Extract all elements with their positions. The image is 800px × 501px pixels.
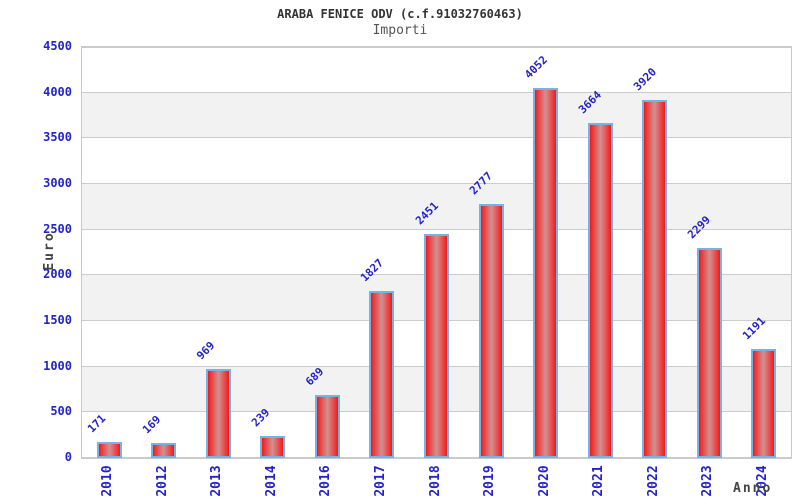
bar <box>314 395 340 458</box>
gridline <box>82 228 791 230</box>
y-tick-label: 2000 <box>43 267 72 282</box>
x-tick-label: 2017 <box>372 465 388 497</box>
y-tick-label: 1500 <box>43 313 72 327</box>
x-tick-label: 2014 <box>263 465 279 497</box>
bar <box>751 349 777 458</box>
bar <box>696 248 722 458</box>
x-tick-label: 2021 <box>591 465 607 497</box>
bar-value-label: 169 <box>139 413 164 437</box>
x-tick-label: 2022 <box>645 465 661 497</box>
y-tick-label: 3000 <box>43 176 72 190</box>
bar <box>151 443 177 458</box>
x-tick-label: 2012 <box>154 465 170 497</box>
x-tick-label: 2010 <box>100 465 116 497</box>
gridline <box>82 91 791 93</box>
bar-value-label: 4052 <box>521 53 550 82</box>
y-tick-label: 1000 <box>43 358 72 373</box>
plot-band <box>82 92 791 139</box>
plot-area: 171 169 969 239 689 1827 2451 2777 4052 3664 3920 2… <box>81 46 792 459</box>
x-tick-label: 2020 <box>536 465 552 497</box>
y-tick-label: 3500 <box>43 130 72 145</box>
bar <box>587 123 613 458</box>
y-tick-label: 4000 <box>43 84 72 99</box>
bar-value-label: 171 <box>85 412 109 436</box>
x-tick-label: 2016 <box>318 465 334 497</box>
gridline <box>82 137 791 139</box>
y-axis-title: Euro <box>42 231 57 271</box>
y-tick-label: 4500 <box>43 39 72 53</box>
gridline <box>82 47 791 48</box>
x-tick-label: 2019 <box>482 465 498 497</box>
x-tick-label: 2013 <box>209 465 225 497</box>
y-tick-label: 0 <box>64 450 72 464</box>
bar <box>96 442 122 458</box>
bar-value-label: 3920 <box>630 65 659 94</box>
x-tick-label: 2023 <box>700 465 716 497</box>
bar <box>642 100 668 458</box>
bar <box>205 369 231 458</box>
bar-value-label: 969 <box>194 339 218 363</box>
gridline <box>82 183 791 184</box>
bar <box>478 204 504 458</box>
x-axis-title: Anno <box>733 481 773 496</box>
bar <box>260 436 286 458</box>
x-axis-tick-labels: 2010 2012 2013 2014 2016 2017 2018 2019 2020 2021… <box>81 457 790 500</box>
plot-band <box>82 184 791 230</box>
bar <box>424 234 449 458</box>
y-tick-label: 2500 <box>43 221 72 236</box>
bar <box>533 88 559 458</box>
chart-subtitle: Importi <box>372 23 428 38</box>
x-tick-label: 2018 <box>427 465 443 497</box>
chart-title: ARABA FENICE ODV (c.f.91032760463) <box>277 7 523 21</box>
bar <box>369 291 395 458</box>
y-tick-label: 500 <box>50 404 72 419</box>
